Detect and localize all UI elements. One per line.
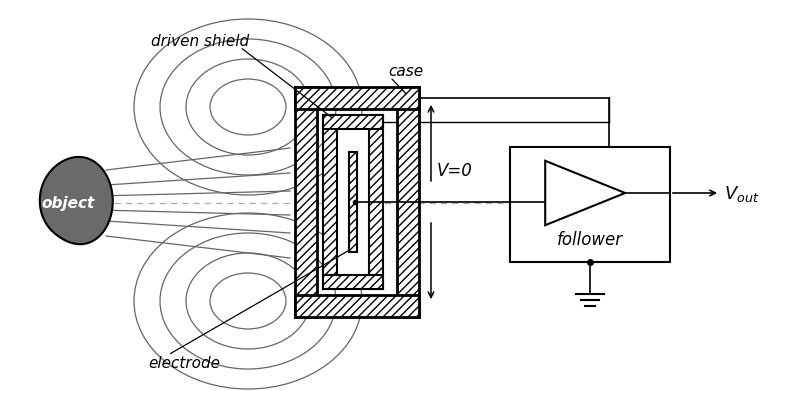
Bar	[295, 88, 418, 110]
Bar	[323, 116, 382, 130]
Bar	[323, 116, 336, 289]
Polygon shape	[39, 158, 112, 245]
Text: electrode: electrode	[148, 356, 220, 371]
Text: $V_{out}$: $V_{out}$	[723, 184, 758, 203]
Text: object: object	[41, 196, 95, 211]
Text: case: case	[388, 64, 422, 79]
Bar	[295, 295, 418, 317]
Bar	[349, 153, 357, 252]
Bar	[323, 275, 382, 289]
Text: V=0: V=0	[437, 162, 472, 180]
Bar	[336, 130, 369, 275]
Text: driven shield: driven shield	[151, 34, 249, 49]
Text: follower: follower	[556, 231, 622, 248]
Polygon shape	[544, 161, 625, 226]
Bar	[369, 116, 382, 289]
Bar	[397, 88, 418, 317]
Bar	[509, 148, 669, 262]
Bar	[295, 88, 316, 317]
